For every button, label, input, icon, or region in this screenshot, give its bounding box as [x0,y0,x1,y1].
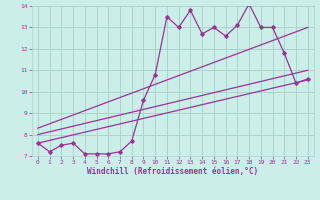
X-axis label: Windchill (Refroidissement éolien,°C): Windchill (Refroidissement éolien,°C) [87,167,258,176]
